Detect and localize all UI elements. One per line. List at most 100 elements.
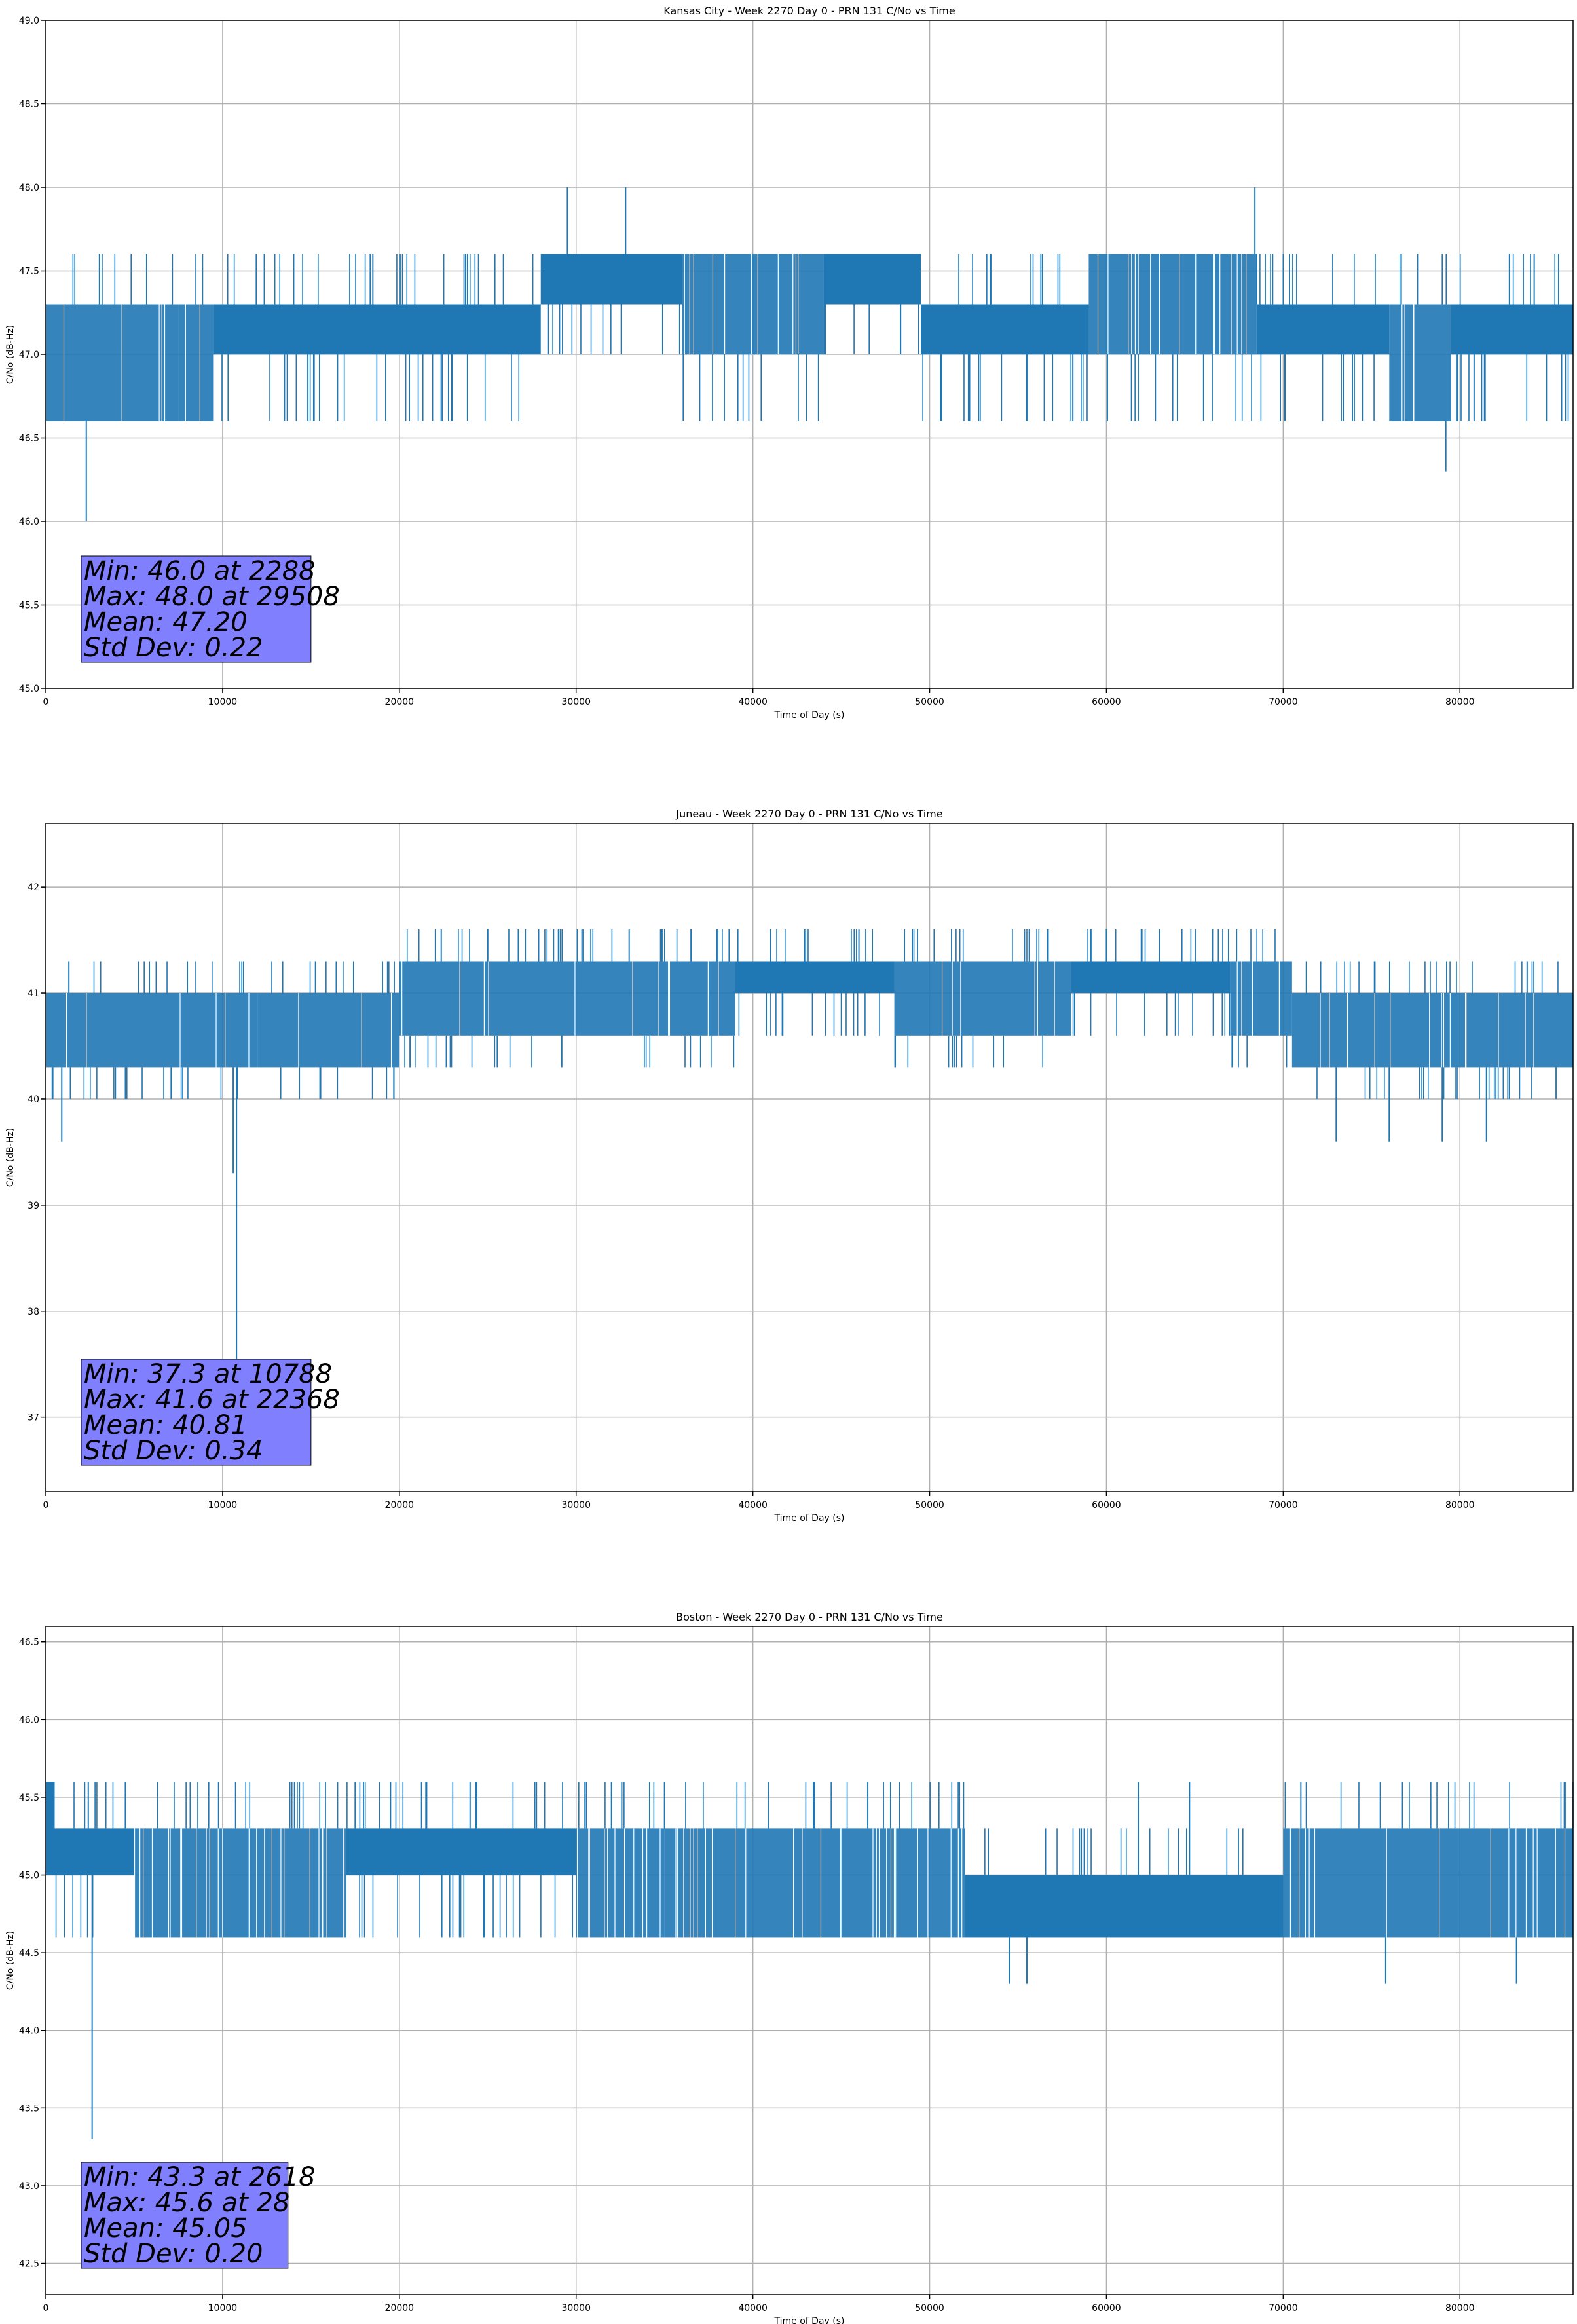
y-tick-label: 46.5 <box>19 434 39 444</box>
y-tick-label: 48.0 <box>19 183 39 193</box>
y-tick-label: 38 <box>28 1307 39 1317</box>
series-band <box>1088 254 1257 354</box>
series-band <box>894 961 1071 1036</box>
series-band <box>965 1875 1284 1938</box>
chart-title: Boston - Week 2270 Day 0 - PRN 131 C/No … <box>676 1611 943 1623</box>
stats-line: Min: 37.3 at 10788 <box>84 1359 332 1389</box>
chart-panel-3: 0 10000 20000 30000 40000 50000 60000 70000 8000… <box>5 1611 1574 2324</box>
x-tick-label: 20000 <box>385 697 415 707</box>
series-band <box>178 304 214 421</box>
series-band <box>1291 993 1573 1068</box>
x-tick-label: 50000 <box>915 697 944 707</box>
series-band <box>1230 961 1292 1036</box>
stats-line: Mean: 47.20 <box>84 607 248 637</box>
x-tick-label: 80000 <box>1445 2303 1475 2314</box>
x-tick-label: 40000 <box>738 1500 768 1510</box>
x-axis-label: Time of Day (s) <box>774 2316 845 2324</box>
x-tick-label: 70000 <box>1269 2303 1298 2314</box>
x-axis-label: Time of Day (s) <box>774 1513 845 1524</box>
y-tick-label: 46.0 <box>19 1715 39 1725</box>
y-tick-label: 47.0 <box>19 350 39 360</box>
series-band <box>46 304 73 421</box>
y-tick-label: 44.0 <box>19 2026 39 2036</box>
grid <box>45 1626 1573 2295</box>
x-tick-label: 30000 <box>561 2303 591 2314</box>
series-band <box>1451 304 1573 354</box>
x-tick-label: 10000 <box>208 2303 238 2314</box>
x-tick-label: 30000 <box>561 697 591 707</box>
stats-box <box>81 1359 312 1466</box>
y-tick-label: 46.5 <box>19 1638 39 1648</box>
x-tick-label: 80000 <box>1445 697 1475 707</box>
x-tick-label: 30000 <box>561 1500 591 1510</box>
x-tick-label: 20000 <box>385 2303 415 2314</box>
plot-frame <box>45 1626 1574 2295</box>
series-band <box>823 254 921 305</box>
y-tick-label: 49.0 <box>19 16 39 26</box>
y-tick-label: 44.5 <box>19 1948 39 1959</box>
series-band <box>921 304 1089 354</box>
y-tick-label: 37 <box>28 1413 39 1423</box>
series-band <box>664 1828 965 1938</box>
series-band <box>1283 1828 1573 1938</box>
stats-line: Max: 41.6 at 22368 <box>84 1385 340 1415</box>
x-tick-label: 70000 <box>1269 697 1298 707</box>
x-tick-label: 60000 <box>1092 2303 1121 2314</box>
y-axis-label: C/No (dB-Hz) <box>5 325 16 384</box>
x-tick-label: 20000 <box>385 1500 415 1510</box>
stats-line: Mean: 45.05 <box>84 2213 248 2243</box>
x-tick-label: 40000 <box>738 697 768 707</box>
x-axis-label: Time of Day (s) <box>774 710 845 721</box>
series-band <box>399 961 735 1036</box>
y-tick-label: 41 <box>28 988 39 999</box>
y-tick-label: 45.5 <box>19 601 39 611</box>
series-band <box>134 1828 346 1938</box>
x-tick-label: 70000 <box>1269 1500 1298 1510</box>
y-tick-label: 39 <box>28 1201 39 1211</box>
y-tick-label: 42.5 <box>19 2259 39 2270</box>
chart-panel-2: 0 10000 20000 30000 40000 50000 60000 70000 8000… <box>5 808 1574 1524</box>
x-tick-label: 0 <box>43 2303 49 2314</box>
chart-title: Kansas City - Week 2270 Day 0 - PRN 131 … <box>663 5 955 17</box>
x-tick-label: 50000 <box>915 1500 944 1510</box>
x-tick-label: 40000 <box>738 2303 768 2314</box>
series-band <box>540 254 682 305</box>
x-tick-label: 0 <box>43 1500 49 1510</box>
y-tick-label: 47.5 <box>19 267 39 277</box>
stats-line: Mean: 40.81 <box>84 1410 248 1440</box>
x-tick-label: 0 <box>43 697 49 707</box>
x-tick-label: 60000 <box>1092 1500 1121 1510</box>
x-tick-label: 10000 <box>208 697 238 707</box>
series-band <box>1256 304 1390 354</box>
stats-line: Std Dev: 0.20 <box>84 2239 263 2269</box>
series-cno <box>46 929 1573 1386</box>
stats-line: Max: 48.0 at 29508 <box>84 582 340 612</box>
stats-line: Std Dev: 0.34 <box>84 1436 263 1466</box>
y-tick-label: 48.5 <box>19 100 39 110</box>
x-tick-label: 50000 <box>915 2303 944 2314</box>
x-tick-label: 80000 <box>1445 1500 1475 1510</box>
series-band <box>1389 304 1451 421</box>
series-band <box>735 961 895 994</box>
series-band <box>346 1828 576 1875</box>
chart-title: Juneau - Week 2270 Day 0 - PRN 131 C/No … <box>675 808 942 820</box>
y-tick-label: 43.5 <box>19 2103 39 2114</box>
chart-panel-1: 0 10000 20000 30000 40000 50000 60000 70000 8000… <box>5 5 1574 721</box>
stats-line: Min: 43.3 at 2618 <box>84 2162 316 2192</box>
stats-line: Max: 45.6 at 28 <box>84 2188 289 2218</box>
series-cno <box>45 1782 1574 2139</box>
plot-frame <box>45 823 1574 1492</box>
x-tick-label: 10000 <box>208 1500 238 1510</box>
series-band <box>46 993 258 1068</box>
series-band <box>46 1782 55 1875</box>
series-band <box>682 254 824 354</box>
series-band <box>72 304 179 421</box>
stats-box <box>81 555 312 663</box>
y-tick-label: 45.5 <box>19 1793 39 1803</box>
series-band <box>54 1828 134 1875</box>
y-tick-label: 46.0 <box>19 517 39 527</box>
y-tick-label: 42 <box>28 882 39 893</box>
stats-line: Min: 46.0 at 2288 <box>84 556 316 586</box>
series-band <box>576 1828 665 1938</box>
